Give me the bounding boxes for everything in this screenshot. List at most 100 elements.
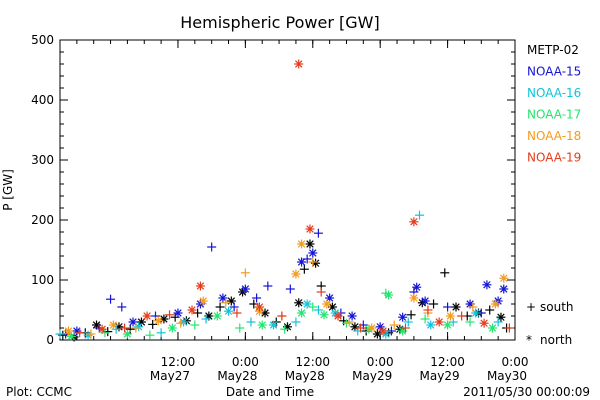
south-marker <box>176 318 186 328</box>
legend-item-noaa-19: NOAA-19 <box>527 151 581 165</box>
south-marker <box>316 287 326 297</box>
north-marker <box>297 308 307 318</box>
x-tick-label: 12:00 <box>161 355 196 369</box>
south-marker <box>190 320 200 330</box>
north-marker <box>240 284 250 294</box>
y-tick-label: 0 <box>46 333 54 347</box>
south-marker <box>313 228 323 238</box>
north-marker <box>294 59 304 69</box>
north-marker <box>297 239 307 249</box>
south-marker <box>403 317 413 327</box>
footer-timestamp: 2011/05/30 00:00:09 <box>463 385 590 399</box>
legend-item-metp-02: METP-02 <box>527 43 579 57</box>
north-marker <box>490 299 500 309</box>
north-marker <box>384 290 394 300</box>
x-tick-label: 12:00 <box>295 355 330 369</box>
south-marker <box>302 254 312 264</box>
y-tick-label: 400 <box>31 93 54 107</box>
south-marker <box>457 311 467 321</box>
north-marker <box>479 318 489 328</box>
south-marker <box>504 323 514 333</box>
north-marker <box>66 331 76 341</box>
north-marker <box>499 273 509 283</box>
north-marker <box>482 280 492 290</box>
north-marker <box>378 326 388 336</box>
south-marker <box>150 311 160 321</box>
south-marker <box>117 302 127 312</box>
x-tick-date-label: May30 <box>487 369 527 383</box>
south-marker <box>131 323 141 333</box>
legend-item-noaa-18: NOAA-18 <box>527 129 581 143</box>
south-marker <box>156 328 166 338</box>
marker-legend: + south * north <box>526 300 574 347</box>
y-tick-label: 300 <box>31 153 54 167</box>
north-marker <box>322 299 332 309</box>
satellite-legend: METP-02 NOAA-15 NOAA-16 NOAA-17 NOAA-18 NOAA-… <box>527 43 581 165</box>
north-marker <box>291 269 301 279</box>
x-tick-label: 12:00 <box>430 355 465 369</box>
south-marker <box>240 268 250 278</box>
north-marker <box>122 329 132 339</box>
south-marker <box>148 319 158 329</box>
legend-item-noaa-15: NOAA-15 <box>527 65 581 79</box>
south-marker <box>493 317 503 327</box>
south-marker <box>485 305 495 315</box>
north-marker <box>451 302 461 312</box>
north-marker <box>499 284 509 294</box>
south-marker <box>344 317 354 327</box>
north-marker <box>308 248 318 258</box>
north-marker <box>153 316 163 326</box>
north-marker <box>218 293 228 303</box>
north-marker <box>97 324 107 334</box>
north-marker <box>173 308 183 318</box>
y-axis-label: P [GW] <box>1 169 15 211</box>
south-marker <box>207 242 217 252</box>
x-tick-label: 0:00 <box>367 355 394 369</box>
north-marker <box>319 310 329 320</box>
north-marker <box>142 311 152 321</box>
north-marker-label: north <box>540 333 572 347</box>
north-marker <box>496 312 506 322</box>
south-marker <box>86 329 96 339</box>
south-marker <box>308 302 318 312</box>
south-marker <box>215 302 225 312</box>
x-axis: 12:00May270:00May2812:00May280:00May2912… <box>59 40 528 383</box>
north-marker <box>63 326 73 336</box>
north-marker <box>254 302 264 312</box>
north-marker <box>409 293 419 303</box>
north-marker <box>212 311 222 321</box>
south-marker <box>313 305 323 315</box>
south-marker <box>201 314 211 324</box>
south-marker <box>423 305 433 315</box>
south-marker-label: south <box>540 300 574 314</box>
south-marker <box>356 323 366 333</box>
south-marker <box>280 324 290 334</box>
data-markers <box>55 59 514 342</box>
x-tick-date-label: May29 <box>352 369 392 383</box>
north-marker <box>445 311 455 321</box>
north-marker-symbol: * <box>526 333 532 347</box>
south-marker <box>400 323 410 333</box>
plot-frame <box>59 39 516 341</box>
south-marker <box>277 311 287 321</box>
y-tick-label: 100 <box>31 273 54 287</box>
series-noaa-19 <box>75 59 514 338</box>
south-marker <box>232 308 242 318</box>
footer-credit: Plot: CCMC <box>6 385 72 399</box>
south-marker-symbol: + <box>526 300 536 314</box>
x-tick-date-label: May28 <box>217 369 257 383</box>
north-marker <box>350 322 360 332</box>
south-marker <box>406 310 416 320</box>
north-marker <box>179 317 189 327</box>
north-marker <box>333 311 343 321</box>
north-marker <box>297 257 307 267</box>
south-marker <box>291 317 301 327</box>
north-marker <box>434 317 444 327</box>
south-marker <box>229 302 239 312</box>
south-marker <box>440 268 450 278</box>
north-marker <box>367 323 377 333</box>
south-marker <box>389 320 399 330</box>
north-marker <box>226 296 236 306</box>
north-marker <box>409 217 419 227</box>
legend-item-noaa-16: NOAA-16 <box>527 86 581 100</box>
